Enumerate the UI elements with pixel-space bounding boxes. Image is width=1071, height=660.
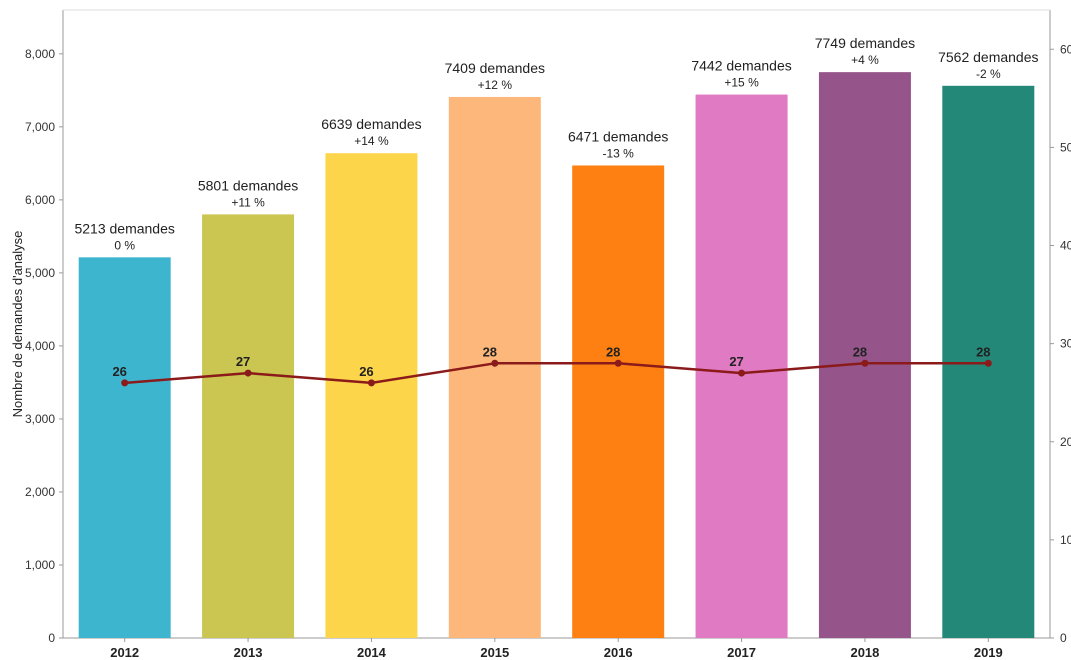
- y-tick-label: 0: [48, 631, 55, 645]
- line-value-label: 28: [606, 344, 620, 359]
- bar-change-label: +4 %: [851, 53, 879, 67]
- line-value-label: 28: [976, 344, 990, 359]
- y2-tick-label: 60: [1060, 42, 1071, 56]
- bar-change-label: +11 %: [231, 195, 265, 209]
- line-point: [614, 359, 622, 367]
- bar-change-label: +12 %: [478, 78, 513, 92]
- y-tick-label: 2,000: [25, 485, 55, 499]
- y2-tick-label: 10: [1060, 533, 1071, 547]
- y-tick-label: 7,000: [25, 120, 55, 134]
- bar-value-label: 5213 demandes: [74, 220, 174, 236]
- bar-2014: [325, 153, 418, 638]
- bar-change-label: +15 %: [724, 76, 759, 90]
- line-point: [244, 369, 252, 377]
- bar-value-label: 6639 demandes: [321, 116, 421, 132]
- bar-value-label: 7562 demandes: [938, 49, 1038, 65]
- x-tick-label: 2013: [234, 645, 263, 660]
- line-value-label: 27: [236, 354, 250, 369]
- line-value-label: 27: [729, 354, 743, 369]
- bar-2018: [818, 72, 911, 638]
- line-value-label: 28: [853, 344, 867, 359]
- bar-change-label: 0 %: [114, 238, 135, 252]
- line-point: [984, 359, 992, 367]
- x-tick-label: 2014: [357, 645, 387, 660]
- x-tick-label: 2017: [727, 645, 756, 660]
- y-tick-label: 4,000: [25, 339, 55, 353]
- bar-value-label: 6471 demandes: [568, 128, 668, 144]
- bar-value-label: 7409 demandes: [445, 60, 545, 76]
- bar-value-label: 7749 demandes: [815, 35, 915, 51]
- bar-change-label: -2 %: [976, 67, 1001, 81]
- bar-change-label: +14 %: [354, 134, 389, 148]
- line-value-label: 26: [112, 364, 126, 379]
- y2-tick-label: 0: [1060, 631, 1067, 645]
- line-value-label: 28: [483, 344, 497, 359]
- y-tick-label: 1,000: [25, 558, 55, 572]
- x-tick-label: 2016: [604, 645, 633, 660]
- y-axis-label: Nombre de demandes d'analyse: [10, 231, 25, 418]
- y-tick-label: 8,000: [25, 47, 55, 61]
- line-point: [861, 359, 869, 367]
- bar-2012: [78, 257, 171, 638]
- y2-tick-label: 30: [1060, 337, 1071, 351]
- bar-value-label: 7442 demandes: [691, 58, 791, 74]
- x-tick-label: 2018: [850, 645, 879, 660]
- bar-2016: [572, 165, 665, 639]
- bar-2017: [695, 94, 788, 639]
- y2-tick-label: 20: [1060, 435, 1071, 449]
- line-series: [124, 362, 989, 385]
- y-tick-label: 3,000: [25, 412, 55, 426]
- line-point: [367, 379, 375, 387]
- y2-tick-label: 40: [1060, 239, 1071, 253]
- bar-value-label: 5801 demandes: [198, 177, 298, 193]
- line-point: [738, 369, 746, 377]
- y-tick-label: 5,000: [25, 266, 55, 280]
- bar-2013: [202, 214, 295, 638]
- line-value-label: 26: [359, 364, 373, 379]
- line-point: [491, 359, 499, 367]
- y-tick-label: 6,000: [25, 193, 55, 207]
- y2-tick-label: 50: [1060, 140, 1071, 154]
- x-tick-label: 2012: [110, 645, 139, 660]
- x-tick-label: 2015: [480, 645, 509, 660]
- bar-change-label: -13 %: [603, 146, 635, 160]
- line-point: [121, 379, 129, 387]
- x-tick-label: 2019: [974, 645, 1003, 660]
